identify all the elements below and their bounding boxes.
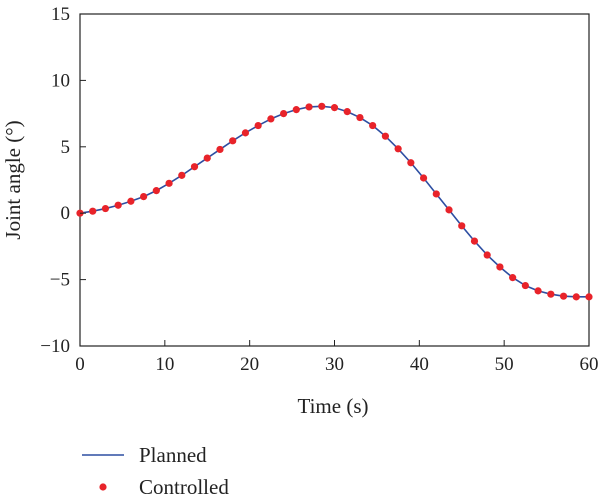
controlled-data-point [585,293,593,301]
x-tick-label: 50 [495,354,514,375]
legend-label: Controlled [139,475,229,499]
controlled-data-point [432,190,440,198]
x-tick-label: 60 [580,354,599,375]
y-tick-label: 0 [61,203,71,224]
planned-series-line [79,105,589,298]
controlled-data-point [89,207,97,215]
controlled-data-point [381,132,389,140]
plot-frame [79,13,590,347]
y-axis-label: Joint angle (°) [1,120,25,239]
legend: Planned Controlled [82,443,229,499]
legend-controlled-swatch [99,483,107,491]
controlled-data-point [190,163,199,171]
x-axis-label: Time (s) [298,394,369,418]
controlled-data-point [101,204,110,213]
controlled-data-point [521,281,529,290]
y-tick-label: 5 [61,137,71,158]
controlled-data-point [152,187,160,195]
controlled-data-point [140,193,148,201]
controlled-data-point [483,251,491,259]
controlled-data-point [407,159,415,167]
series-layer [76,102,593,301]
controlled-data-point [509,274,517,282]
controlled-data-point [114,201,122,209]
x-tick-label: 20 [240,354,259,375]
y-tick-label: −10 [40,336,70,357]
controlled-data-point [572,293,580,301]
plot-area [79,13,590,347]
controlled-data-point [178,171,186,179]
controlled-data-point [547,290,555,298]
controlled-data-point [369,121,377,130]
controlled-data-point [216,145,224,154]
legend-label: Planned [139,443,207,467]
controlled-data-point [267,115,275,123]
y-tick-label: 15 [51,4,70,25]
controlled-data-point [127,197,135,205]
controlled-data-point [203,154,211,162]
x-tick-label: 0 [75,354,85,375]
controlled-data-point [165,179,173,187]
controlled-data-point [241,129,250,137]
x-tick-label: 10 [155,354,174,375]
controlled-data-point [534,287,542,295]
controlled-data-point [254,121,262,130]
x-tick-label: 30 [325,354,344,375]
x-tick-label: 40 [410,354,429,375]
ticks-layer: 0 10 20 30 40 50 60 −10 −5 0 5 10 15 [40,4,598,375]
controlled-data-point [394,145,402,153]
controlled-data-point [292,106,300,114]
y-tick-label: −5 [50,270,70,291]
controlled-data-point [445,206,453,214]
controlled-data-point [470,237,479,245]
controlled-data-point [229,137,237,145]
controlled-data-point [343,108,351,116]
controlled-data-point [496,263,504,271]
controlled-data-point [419,174,428,182]
controlled-data-point [559,292,568,300]
controlled-data-point [318,102,326,110]
controlled-data-point [356,113,364,122]
y-tick-label: 10 [51,70,70,91]
controlled-data-point [330,104,339,112]
controlled-data-point [458,222,466,230]
controlled-data-point [305,103,313,111]
controlled-data-point [280,110,288,118]
